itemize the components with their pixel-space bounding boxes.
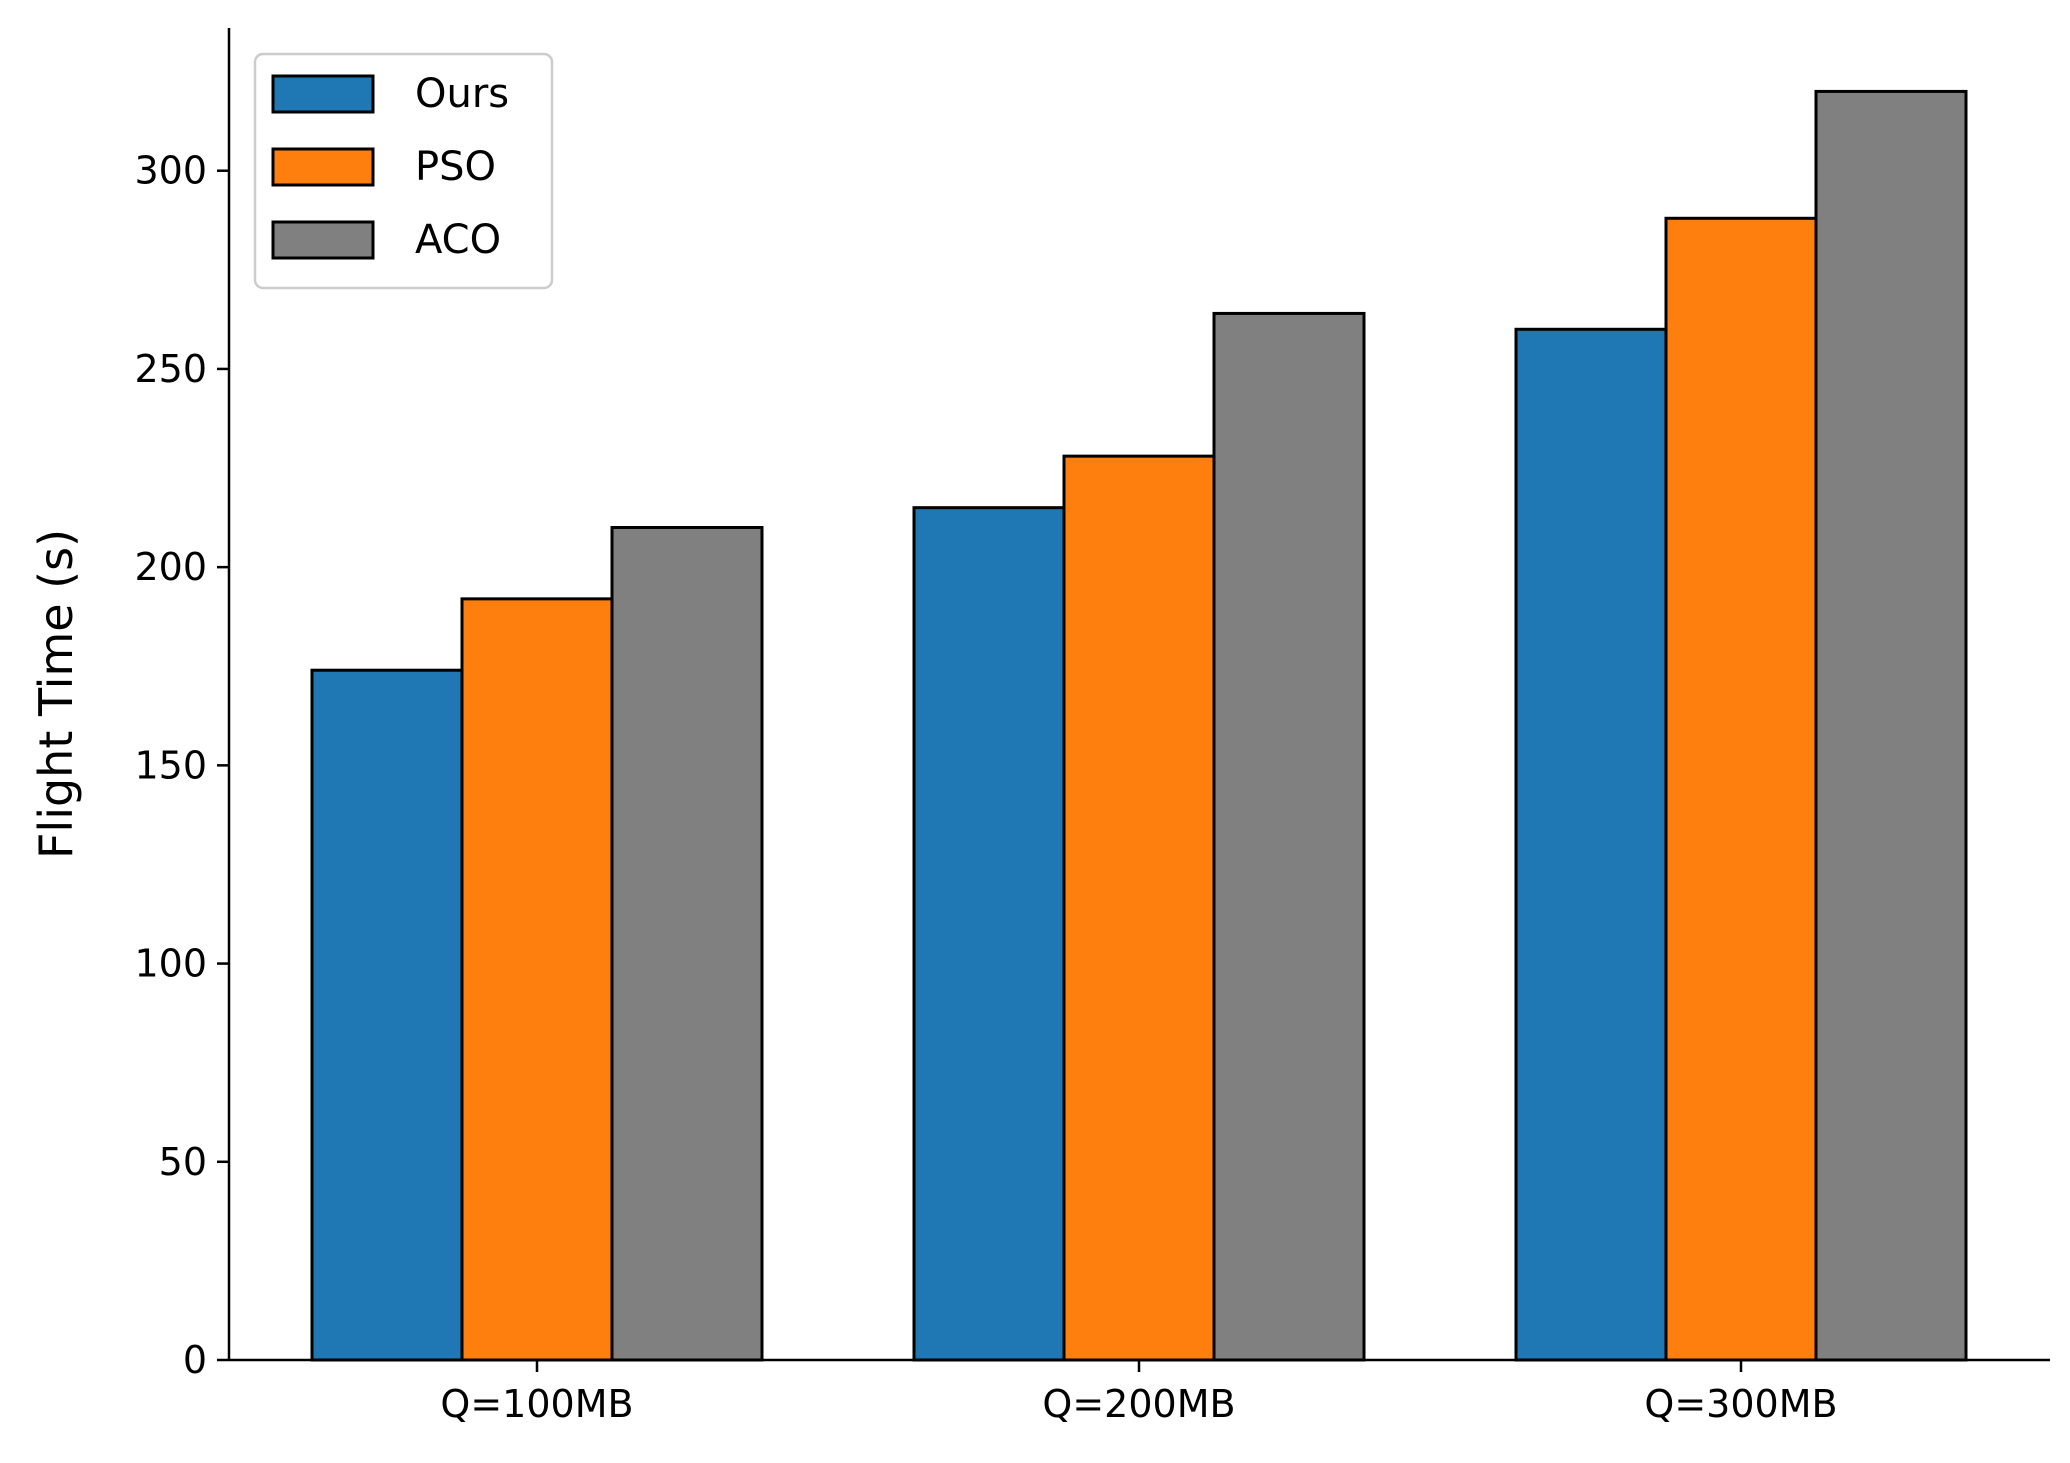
legend-swatch-pso — [271, 147, 375, 187]
y-tick-label: 150 — [134, 743, 207, 787]
y-ticks-group: 0 50 100 150 200 250 300 — [134, 149, 229, 1382]
legend-swatch-aco — [271, 220, 375, 260]
y-tick-label: 250 — [134, 347, 207, 391]
x-tick-label: Q=100MB — [440, 1382, 633, 1426]
y-tick-label: 200 — [134, 545, 207, 589]
bar-aco-3 — [1814, 89, 1968, 1362]
x-ticks-group: Q=100MB Q=200MB Q=300MB — [440, 1360, 1838, 1426]
bar-ours-2 — [912, 506, 1066, 1362]
bar-aco-1 — [610, 526, 764, 1362]
bar-ours-1 — [310, 668, 464, 1362]
y-axis-label: Flight Time (s) — [29, 529, 83, 859]
y-tick-label: 50 — [159, 1140, 207, 1184]
x-tick-label: Q=200MB — [1042, 1382, 1235, 1426]
y-tick-label: 0 — [183, 1338, 207, 1382]
bars-group — [310, 89, 1968, 1362]
legend-label-aco: ACO — [415, 217, 501, 263]
bar-pso-2 — [1062, 454, 1216, 1362]
y-tick-label: 300 — [134, 149, 207, 193]
bar-aco-2 — [1212, 311, 1366, 1362]
bar-ours-3 — [1514, 327, 1668, 1362]
legend-label-ours: Ours — [415, 71, 509, 117]
legend: Ours PSO ACO — [253, 52, 554, 290]
bar-pso-3 — [1664, 216, 1818, 1362]
legend-swatch-ours — [271, 74, 375, 114]
legend-label-pso: PSO — [415, 144, 496, 190]
y-tick-label: 100 — [134, 942, 207, 986]
bar-pso-1 — [460, 597, 614, 1362]
x-tick-label: Q=300MB — [1644, 1382, 1837, 1426]
